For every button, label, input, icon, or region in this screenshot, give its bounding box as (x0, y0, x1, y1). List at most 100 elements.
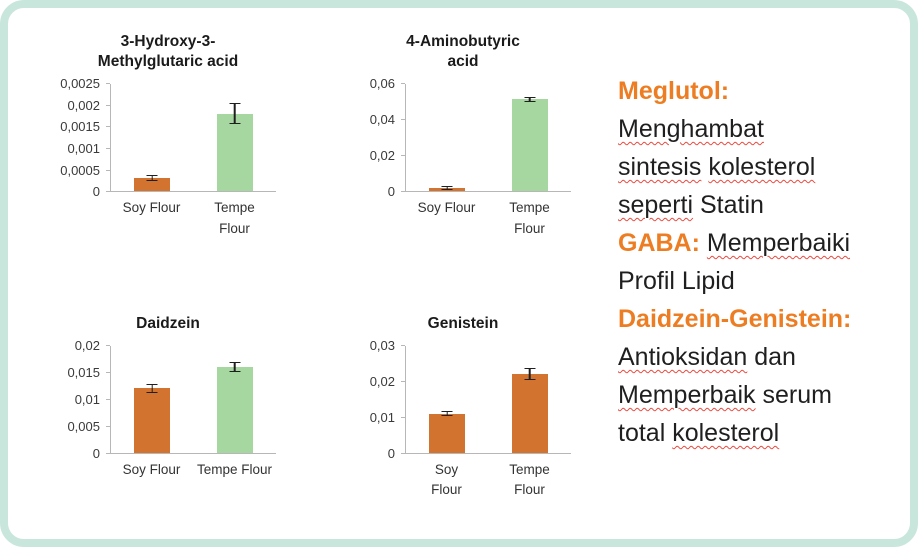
chart-title: Daidzein (136, 315, 200, 332)
y-tick-label: 0,001 (67, 141, 100, 157)
note-line: Daidzein-Genistein: (618, 300, 904, 338)
note-line: Profil Lipid (618, 262, 904, 300)
x-category-label: Tempe Flour (509, 200, 550, 236)
bar-tempe-flour (216, 113, 253, 192)
y-tick-label: 0,02 (369, 148, 395, 164)
note-text: serum (755, 381, 832, 409)
plot-area (405, 346, 571, 455)
chart-title: Genistein (427, 315, 499, 332)
y-tick-mark (106, 399, 110, 401)
note-highlight: Daidzein-Genistein: (618, 305, 852, 333)
chart-title: 4-Aminobutyric acid (406, 33, 520, 71)
chart-daidzein: Daidzein 0 0,005 0,01 0,015 0,02 Soy Flour Te… (52, 272, 284, 524)
plot-row: 0 0,02 0,04 0,06 (347, 76, 579, 199)
y-tick-mark (106, 453, 110, 455)
note-line: GABA: Memperbaiki (618, 224, 904, 262)
note-text-underlined: kolesterol (708, 153, 816, 181)
y-axis: 0 0,0005 0,001 0,0015 0,002 0,0025 (52, 76, 110, 199)
chart-3-hydroxy-3-methylglutaric-acid: 3-Hydroxy-3- Methylglutaric acid 0 0,0005 0… (52, 20, 284, 272)
note-text: Profil Lipid (618, 267, 735, 295)
y-tick-label: 0,015 (67, 365, 100, 381)
note-line: Meglutol: (618, 72, 904, 110)
bar-slot (111, 346, 194, 454)
note-text-underlined: sintesis (618, 153, 702, 181)
note-text-underlined: seperti (618, 191, 694, 219)
x-category-label: Soy Flour (417, 200, 476, 216)
y-tick-label: 0,0015 (60, 119, 100, 135)
y-tick-mark (106, 104, 110, 106)
y-tick-label: 0 (92, 184, 100, 200)
plot-area (405, 84, 572, 193)
note-line: Memperbaik serum (618, 376, 904, 414)
y-tick-label: 0,0005 (60, 162, 100, 178)
bar-tempe-flour (511, 373, 548, 454)
x-axis-labels: Soy Flour Tempe Flour (405, 198, 571, 239)
y-tick-mark (106, 126, 110, 128)
y-tick-mark (401, 155, 405, 157)
note-line: Antioksidan dan (618, 338, 904, 376)
bar-soy-flour (134, 388, 171, 454)
x-category-label: Tempe Flour (509, 462, 550, 498)
y-tick-label: 0,002 (67, 97, 100, 113)
chart-genistein: Genistein 0 0,01 0,02 0,03 Soy Flour Tempe Flo… (347, 272, 579, 524)
error-bar (229, 102, 241, 125)
plot-row: 0 0,005 0,01 0,015 0,02 (52, 338, 284, 461)
x-category-label: Soy Flour (431, 462, 462, 498)
note-text-underlined: Menghambat (618, 115, 764, 143)
error-bar (146, 175, 158, 182)
y-tick-label: 0,03 (369, 338, 395, 354)
note-text: total (618, 419, 673, 447)
y-tick-mark (106, 83, 110, 85)
y-axis: 0 0,02 0,04 0,06 (347, 76, 405, 199)
bar-slot (489, 84, 572, 192)
y-tick-label: 0,01 (369, 410, 395, 426)
y-tick-mark (106, 148, 110, 150)
y-tick-mark (106, 372, 110, 374)
y-tick-mark (401, 453, 405, 455)
y-tick-label: 0 (387, 184, 395, 200)
error-bar (524, 367, 536, 381)
bar-soy-flour (134, 178, 171, 192)
x-category-label: Tempe Flour (196, 462, 273, 478)
y-tick-mark (401, 191, 405, 193)
note-text: Statin (693, 191, 764, 219)
chart-4-aminobutyric-acid: 4-Aminobutyric acid 0 0,02 0,04 0,06 Soy Flo… (347, 20, 579, 272)
y-axis: 0 0,005 0,01 0,015 0,02 (52, 338, 110, 461)
note-highlight: GABA: (618, 229, 700, 257)
bar-tempe-flour (511, 99, 548, 192)
error-bar (146, 384, 158, 393)
x-category-label: Tempe Flour (214, 200, 255, 236)
bar-slot (194, 84, 277, 192)
notes-panel: Meglutol: Menghambat sintesis kolesterol se… (610, 20, 904, 533)
y-tick-mark (401, 345, 405, 347)
error-bar (524, 96, 536, 103)
plot-area (110, 346, 276, 455)
y-tick-label: 0,06 (369, 76, 395, 92)
note-highlight: Meglutol: (618, 77, 730, 105)
y-tick-mark (401, 381, 405, 383)
note-line: Menghambat (618, 110, 904, 148)
y-tick-label: 0,02 (74, 338, 100, 354)
y-tick-mark (401, 119, 405, 121)
note-text-underlined: Memperbaik (618, 381, 756, 409)
note-line: sintesis kolesterol (618, 148, 904, 186)
error-bar (229, 361, 241, 372)
x-axis-labels: Soy Flour Tempe Flour (110, 198, 276, 239)
x-axis-labels: Soy Flour Tempe Flour (405, 460, 571, 501)
x-category-label: Soy Flour (122, 200, 181, 216)
y-tick-mark (106, 191, 110, 193)
plot-row: 0 0,01 0,02 0,03 (347, 338, 579, 461)
y-tick-label: 0,005 (67, 419, 100, 435)
chart-title: 3-Hydroxy-3- Methylglutaric acid (97, 33, 239, 71)
bar-slot (406, 84, 489, 192)
error-bar (441, 411, 453, 417)
y-tick-label: 0,04 (369, 112, 395, 128)
error-bar (441, 185, 453, 190)
y-tick-label: 0 (387, 446, 395, 462)
note-text-underlined: Memperbaiki (706, 229, 850, 257)
y-tick-mark (401, 417, 405, 419)
y-tick-mark (106, 345, 110, 347)
bar-slot (406, 346, 489, 454)
